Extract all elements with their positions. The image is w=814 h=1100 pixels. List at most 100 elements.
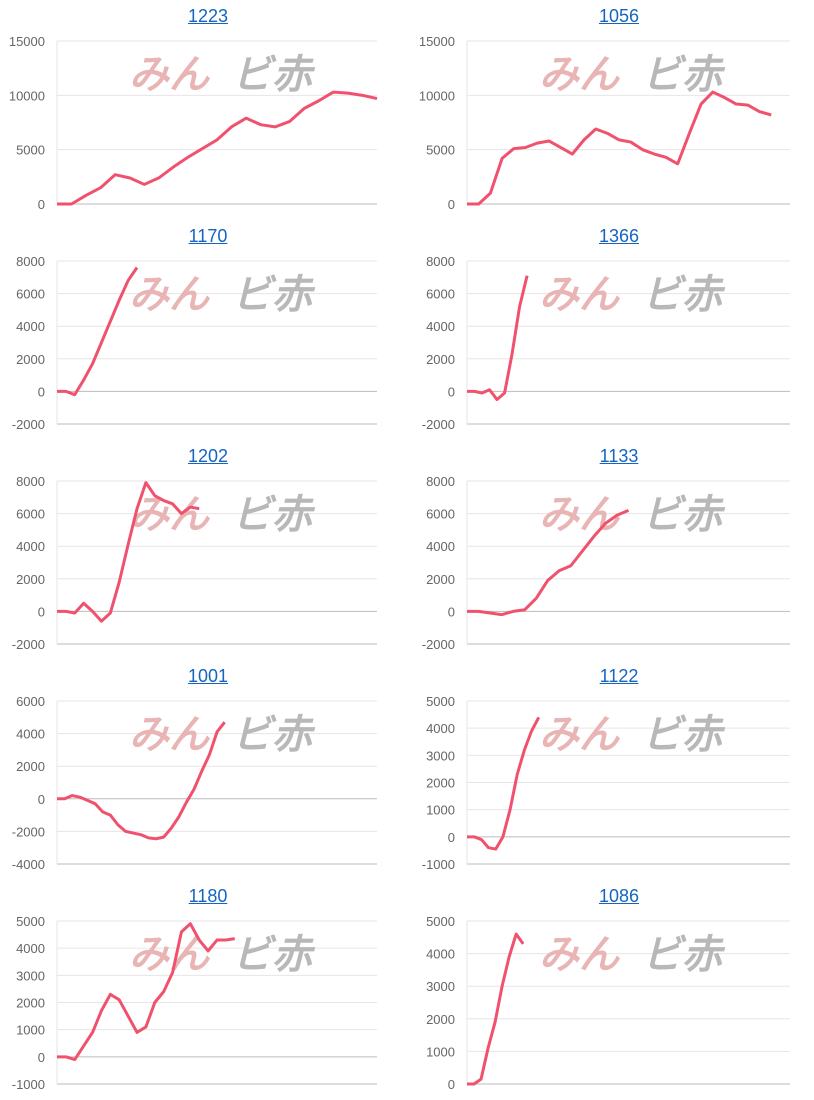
series-line [57,90,378,206]
watermark-logo: みん [539,52,621,98]
chart-svg: -2000 0 2000 4000 6000 8000 みん ビ赤 [422,254,790,432]
series-line [467,90,772,206]
y-tick-label: 0 [448,197,455,212]
chart-1366: -2000 0 2000 4000 6000 8000 みん ビ赤 1366 [407,220,814,440]
chart-1223: 0 5000 10000 15000 みん ビ赤 1223 [0,0,407,220]
chart-svg: 0 5000 10000 15000 みん ビ赤 [419,34,790,212]
chart-title-link[interactable]: 1133 [599,446,639,466]
watermark-logo: みん [129,52,211,98]
watermark-logo: ビ赤 [232,272,316,318]
chart-title-link[interactable]: 1180 [188,886,228,906]
y-tick-label: 2000 [426,1012,455,1027]
y-tick-label: 0 [38,792,45,807]
y-tick-label: 4000 [16,539,45,554]
chart-svg: -2000 0 2000 4000 6000 8000 みん ビ赤 [422,474,790,652]
y-tick-label: 2000 [426,572,455,587]
chart-1170: -2000 0 2000 4000 6000 8000 みん ビ赤 1170 [0,220,407,440]
y-tick-label: 10000 [9,88,45,103]
chart-1001: -4000 -2000 0 2000 4000 6000 みん ビ赤 1001 [0,660,407,880]
watermark-logo: みん [539,492,621,538]
y-tick-label: 8000 [16,474,45,489]
y-tick-label: 2000 [426,352,455,367]
chart-title-link[interactable]: 1001 [187,666,229,686]
y-tick-label: 4000 [426,721,455,736]
chart-1122: -1000 0 1000 2000 3000 4000 5000 みん ビ赤 1122 [407,660,814,880]
y-tick-label: 3000 [426,979,455,994]
chart-1180: -1000 0 1000 2000 3000 4000 5000 みん ビ赤 1180 [0,880,407,1100]
watermark-logo: みん [539,712,621,758]
y-tick-label: 2000 [16,996,45,1011]
chart-title-link[interactable]: 1170 [188,226,228,246]
y-tick-label: 4000 [426,947,455,962]
y-tick-label: 6000 [426,507,455,522]
y-tick-label: -2000 [422,417,455,432]
chart-title-link[interactable]: 1122 [599,666,639,686]
y-tick-label: 1000 [426,803,455,818]
series-line [57,266,139,397]
watermark-logo: ビ赤 [232,712,316,758]
y-tick-label: 4000 [16,319,45,334]
y-tick-label: 5000 [16,143,45,158]
chart-title-link[interactable]: 1202 [187,446,229,466]
y-tick-label: 8000 [426,474,455,489]
y-tick-label: 2000 [426,776,455,791]
y-tick-label: -1000 [12,1077,45,1092]
y-tick-label: 5000 [426,143,455,158]
y-tick-label: 8000 [16,254,45,269]
watermark-logo: みん [129,712,211,758]
chart-svg: -2000 0 2000 4000 6000 8000 みん ビ赤 [12,474,377,652]
chart-svg: 0 1000 2000 3000 4000 5000 みん ビ赤 [426,914,790,1092]
y-tick-label: 8000 [426,254,455,269]
watermark-logo: ビ赤 [232,492,316,538]
watermark-logo: ビ赤 [232,932,316,978]
y-tick-label: 0 [448,384,455,399]
y-tick-label: 0 [448,830,455,845]
watermark-logo: ビ赤 [642,492,726,538]
y-tick-label: 6000 [426,287,455,302]
y-tick-label: 0 [38,1050,45,1065]
y-tick-label: 3000 [16,968,45,983]
y-tick-label: 0 [38,197,45,212]
watermark-logo: みん [539,932,621,978]
y-tick-label: 6000 [16,507,45,522]
series-line [467,716,541,851]
y-tick-label: -2000 [12,824,45,839]
y-tick-label: 5000 [426,914,455,929]
y-tick-label: -2000 [422,637,455,652]
chart-title-link[interactable]: 1223 [187,6,229,26]
chart-1056: 0 5000 10000 15000 みん ビ赤 1056 [407,0,814,220]
watermark-logo: ビ赤 [642,712,726,758]
y-tick-label: 6000 [16,287,45,302]
watermark-logo: ビ赤 [642,932,726,978]
y-tick-label: 4000 [16,941,45,956]
y-tick-label: 6000 [16,694,45,709]
y-tick-label: 5000 [426,694,455,709]
series-line [467,275,529,402]
y-tick-label: -4000 [12,857,45,872]
watermark-logo: ビ赤 [642,272,726,318]
y-tick-label: -1000 [422,857,455,872]
chart-svg: 0 5000 10000 15000 みん ビ赤 [9,34,378,212]
chart-title-link[interactable]: 1086 [598,886,640,906]
y-tick-label: 1000 [426,1044,455,1059]
chart-title-link[interactable]: 1056 [598,6,640,26]
y-tick-label: 10000 [419,88,455,103]
watermark-logo: みん [539,272,621,318]
chart-title-link[interactable]: 1366 [598,226,640,246]
y-tick-label: 15000 [9,34,45,49]
chart-1133: -2000 0 2000 4000 6000 8000 みん ビ赤 1133 [407,440,814,660]
y-tick-label: 0 [448,1077,455,1092]
y-tick-label: -2000 [12,637,45,652]
watermark-logo: ビ赤 [232,52,316,98]
y-tick-label: 4000 [426,539,455,554]
chart-1202: -2000 0 2000 4000 6000 8000 みん ビ赤 1202 [0,440,407,660]
y-tick-label: 0 [448,604,455,619]
chart-svg: -2000 0 2000 4000 6000 8000 みん ビ赤 [12,254,377,432]
y-tick-label: 4000 [426,319,455,334]
y-tick-label: 15000 [419,34,455,49]
y-tick-label: 0 [38,384,45,399]
y-tick-label: -2000 [12,417,45,432]
y-tick-label: 2000 [16,759,45,774]
